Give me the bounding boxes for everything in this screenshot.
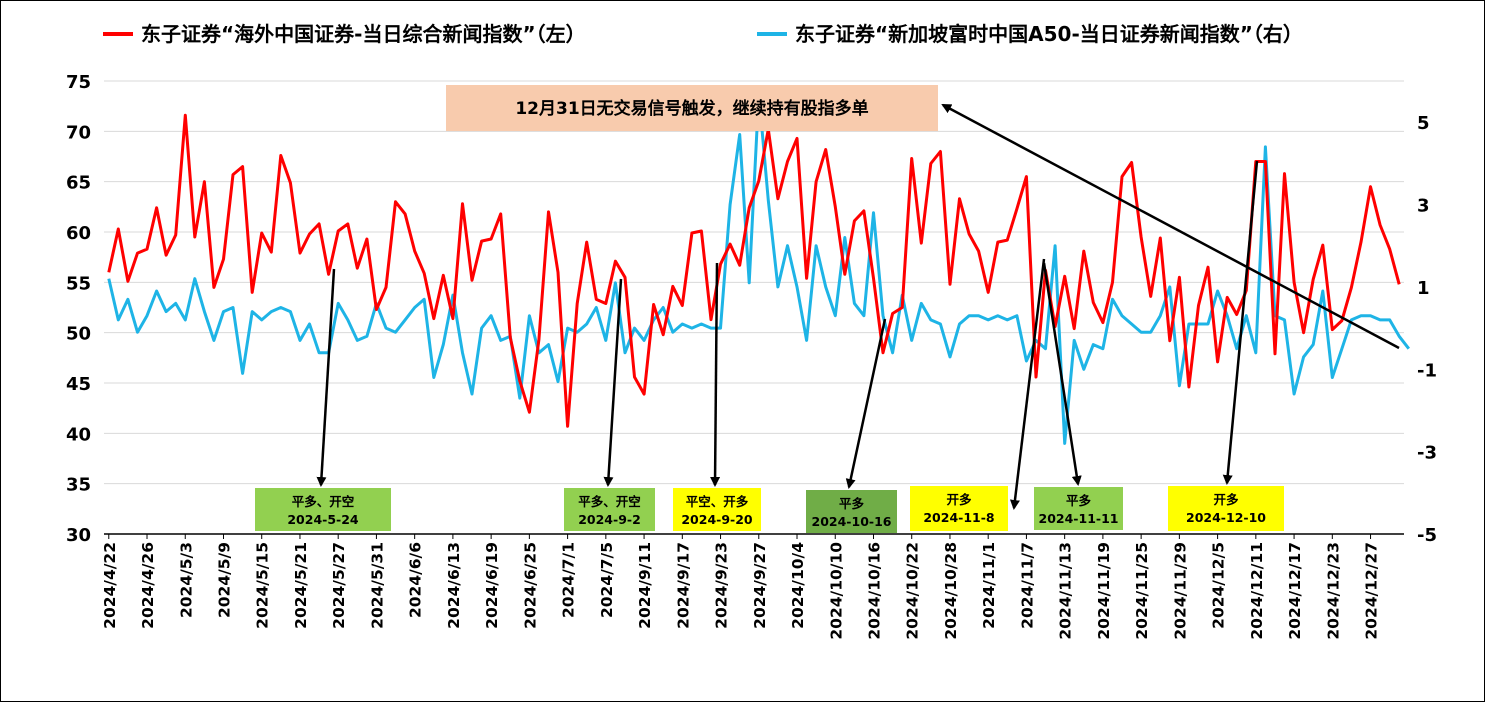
signal-arrow xyxy=(1042,262,1082,486)
right-tick-label: -1 xyxy=(1417,360,1437,381)
x-tick-label: 2024/11/7 xyxy=(1018,542,1036,629)
x-axis: 2024/4/22 2024/4/26 2024/5/3 2024/5/9 2024/5… xyxy=(101,534,1381,640)
left-tick-label: 75 xyxy=(66,72,91,93)
callout: 12月31日无交易信号触发，继续持有股指多单 xyxy=(446,85,938,131)
signal-arrow xyxy=(603,278,623,487)
left-tick-label: 35 xyxy=(66,475,91,496)
x-tick-label: 2024/10/10 xyxy=(827,542,845,640)
x-tick-label: 2024/11/1 xyxy=(980,542,998,629)
x-tick-label: 2024/4/26 xyxy=(139,542,157,629)
signal-arrow xyxy=(1222,160,1259,485)
grid-lines xyxy=(104,80,1404,535)
signal-arrow xyxy=(1009,258,1046,510)
x-tick-label: 2024/12/17 xyxy=(1286,542,1304,640)
signal-action: 开多 xyxy=(1213,492,1239,507)
signal-action: 平空、开多 xyxy=(686,494,749,509)
x-tick-label: 2024/12/5 xyxy=(1210,542,1228,629)
left-tick-label: 30 xyxy=(66,525,91,546)
x-tick-label: 2024/9/11 xyxy=(636,542,654,629)
x-tick-label: 2024/7/5 xyxy=(598,542,616,618)
right-tick-label: 5 xyxy=(1417,113,1430,134)
left-tick-label: 65 xyxy=(66,173,91,194)
signal-box xyxy=(806,490,897,533)
x-tick-label: 2024/11/29 xyxy=(1171,542,1189,640)
signal-box xyxy=(1034,487,1123,530)
x-tick-label: 2024/6/19 xyxy=(483,542,501,629)
x-tick-label: 2024/5/31 xyxy=(368,542,386,629)
x-tick-label: 2024/11/19 xyxy=(1095,542,1113,640)
signal-action: 平多、开空 xyxy=(578,494,641,509)
signal-box xyxy=(673,488,761,531)
right-y-axis: -5 -3 -1 1 3 5 xyxy=(1417,113,1437,546)
x-tick-label: 2024/5/3 xyxy=(177,542,195,618)
right-tick-label: 3 xyxy=(1417,196,1430,217)
x-tick-label: 2024/12/23 xyxy=(1324,542,1342,640)
signal-arrow xyxy=(710,262,721,487)
x-tick-label: 2024/7/1 xyxy=(560,542,578,618)
x-tick-label: 2024/6/25 xyxy=(521,542,539,629)
signal-arrow xyxy=(316,268,336,487)
signal-arrows xyxy=(316,103,1400,510)
callout-box xyxy=(446,85,938,131)
signal-action: 开多 xyxy=(946,492,972,507)
left-tick-label: 40 xyxy=(66,424,91,445)
left-y-axis: 30 35 40 45 50 55 60 65 70 75 xyxy=(66,72,91,546)
signal-boxes: 平多、开空 2024-5-24 平多、开空 2024-9-2 平空、开多 2024-9-2… xyxy=(255,486,1284,533)
signal-action: 平多、开空 xyxy=(292,494,355,509)
x-tick-label: 2024/4/22 xyxy=(101,542,119,629)
x-tick-label: 2024/5/27 xyxy=(330,542,348,629)
x-tick-label: 2024/9/27 xyxy=(751,542,769,629)
left-tick-label: 45 xyxy=(66,374,91,395)
x-tick-label: 2024/6/13 xyxy=(445,542,463,629)
x-tick-label: 2024/5/15 xyxy=(254,542,272,629)
series-line-left xyxy=(107,113,1401,428)
signal-date: 2024-9-2 xyxy=(578,512,641,527)
x-tick-label: 2024/10/28 xyxy=(942,542,960,640)
signal-date: 2024-5-24 xyxy=(287,512,359,527)
x-tick-label: 2024/9/23 xyxy=(713,542,731,629)
signal-date: 2024-9-20 xyxy=(681,512,753,527)
series-lines xyxy=(107,91,1410,445)
callout-arrow xyxy=(941,103,1400,350)
signal-box xyxy=(255,488,391,531)
x-tick-label: 2024/12/11 xyxy=(1248,542,1266,640)
left-tick-label: 60 xyxy=(66,223,91,244)
x-tick-label: 2024/11/13 xyxy=(1057,542,1075,640)
signal-action: 平多 xyxy=(839,496,865,511)
signal-action: 平多 xyxy=(1066,493,1092,508)
callout-text: 12月31日无交易信号触发，继续持有股指多单 xyxy=(515,98,868,119)
x-tick-label: 2024/9/17 xyxy=(674,542,692,629)
signal-arrow xyxy=(845,318,887,489)
signal-date: 2024-10-16 xyxy=(812,514,892,529)
legend: 东子证券“海外中国证券-当日综合新闻指数”（左） 东子证券“新加坡富时中国A50… xyxy=(103,22,1303,46)
left-tick-label: 70 xyxy=(66,122,91,143)
signal-date: 2024-11-8 xyxy=(923,510,994,525)
left-tick-label: 55 xyxy=(66,273,91,294)
signal-box xyxy=(1168,486,1284,531)
left-tick-label: 50 xyxy=(66,324,91,345)
x-tick-label: 2024/5/9 xyxy=(215,542,233,618)
x-tick-label: 2024/10/22 xyxy=(904,542,922,640)
right-tick-label: -5 xyxy=(1417,525,1437,546)
signal-box xyxy=(564,488,655,531)
right-tick-label: -3 xyxy=(1417,443,1437,464)
right-tick-label: 1 xyxy=(1417,278,1430,299)
signal-box xyxy=(910,486,1008,531)
series-line-right xyxy=(107,91,1410,445)
signal-date: 2024-11-11 xyxy=(1039,511,1119,526)
legend-label-right: 东子证券“新加坡富时中国A50-当日证券新闻指数”（右） xyxy=(795,22,1303,46)
x-tick-label: 2024/11/25 xyxy=(1133,542,1151,640)
x-tick-label: 2024/10/4 xyxy=(789,542,807,629)
x-tick-label: 2024/5/21 xyxy=(292,542,310,629)
x-tick-label: 2024/10/16 xyxy=(865,542,883,640)
x-tick-label: 2024/6/6 xyxy=(407,542,425,618)
signal-date: 2024-12-10 xyxy=(1186,510,1266,525)
legend-label-left: 东子证券“海外中国证券-当日综合新闻指数”（左） xyxy=(141,22,586,46)
x-tick-label: 2024/12/27 xyxy=(1363,542,1381,640)
